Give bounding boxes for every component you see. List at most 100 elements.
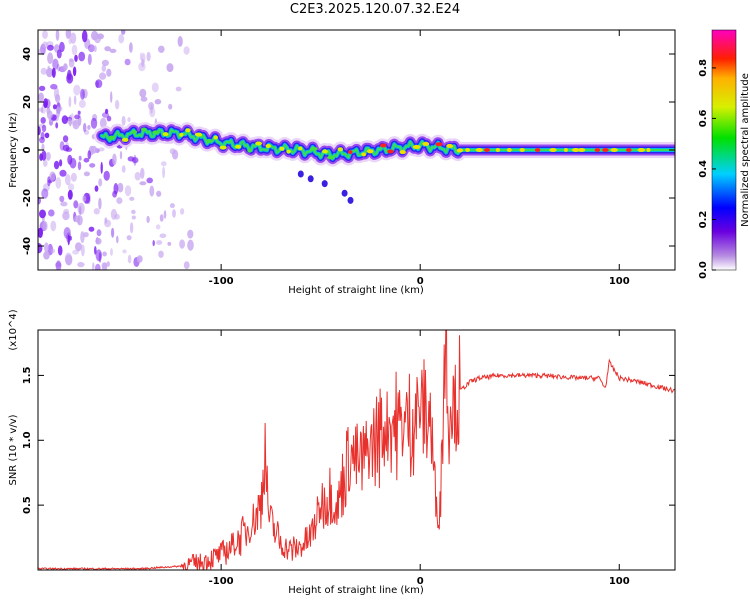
noise-blob (73, 84, 81, 96)
noise-blob (116, 235, 119, 244)
noise-blob (126, 235, 132, 241)
spectrogram-y-label: Frequency (Hz) (8, 112, 19, 188)
noise-blob (179, 239, 186, 249)
noise-blob (93, 45, 97, 52)
noise-blob (104, 219, 112, 228)
spectrogram-plot: -100 0 100 -40 -20 0 20 40 Height of straight l… (8, 29, 676, 296)
noise-blob (59, 195, 65, 203)
noise-blob (98, 178, 103, 187)
noise-blob (169, 148, 176, 155)
noise-blob (77, 261, 85, 268)
snr-frame (37, 329, 676, 571)
noise-blob (67, 234, 70, 246)
noise-blob (112, 153, 117, 166)
spectrogram-ticks: -100 0 100 -40 -20 0 20 40 (22, 30, 675, 287)
ridge-hotspot (348, 150, 353, 155)
noise-blob (50, 83, 58, 90)
noise-blob (50, 220, 57, 232)
noise-blob (110, 208, 117, 220)
ridge-hotspot (219, 145, 227, 150)
noise-blob (63, 63, 68, 71)
noise-blob (103, 170, 110, 181)
noise-blob (55, 122, 59, 129)
y-tick-label: 40 (22, 47, 33, 61)
noise-blob (70, 172, 77, 182)
noise-blob (100, 161, 103, 174)
noise-blob (38, 243, 43, 254)
noise-blob (56, 49, 62, 59)
noise-blob (62, 135, 69, 143)
noise-blob (43, 251, 50, 260)
noise-blob (152, 240, 155, 247)
noise-blob (127, 254, 132, 264)
snr-series (38, 330, 675, 570)
noise-blob (73, 200, 79, 209)
noise-blob (39, 209, 46, 219)
ridge-hotspot (121, 137, 129, 142)
snr-line (38, 330, 675, 570)
y-tick-label: 1.5 (22, 367, 33, 385)
ridge-hotspot (610, 148, 618, 152)
y-tick-label: 20 (22, 95, 33, 109)
noise-blob (139, 52, 143, 61)
noise-blob (42, 41, 48, 49)
noise-blob (99, 117, 107, 129)
noise-blob (88, 44, 95, 53)
noise-blob (39, 153, 43, 161)
ridge-hotspot (519, 148, 525, 152)
ridge-outlier (307, 175, 314, 183)
noise-blob (172, 209, 176, 218)
noise-blob (151, 82, 159, 93)
ridge-outlier (297, 170, 304, 178)
ridge-hotspot (456, 148, 464, 153)
ridge-hotspot (152, 130, 160, 135)
noise-blob (118, 34, 125, 44)
noise-blob (46, 67, 53, 78)
noise-blob (110, 91, 113, 103)
noise-blob (38, 196, 41, 205)
noise-blob (104, 46, 111, 52)
noise-blob (122, 249, 127, 254)
noise-blob (55, 177, 62, 189)
noise-blob (78, 99, 86, 108)
noise-blob (116, 197, 123, 205)
y-tick-label: 0.5 (22, 496, 33, 514)
noise-blob (101, 64, 107, 72)
ridge-hotspot (235, 144, 242, 149)
noise-blob (52, 104, 57, 110)
colorbar-tick-label: 0.4 (698, 160, 709, 178)
noise-blob (65, 147, 73, 153)
noise-blob (168, 103, 173, 110)
ridge-hotspot (571, 148, 580, 152)
ridge-hotspot (626, 148, 632, 152)
colorbar-tick-label: 0.6 (698, 110, 709, 128)
ridge-hotspot (162, 132, 169, 137)
ridge-hotspot (108, 135, 115, 140)
noise-blob (44, 242, 49, 253)
noise-blob (87, 150, 92, 160)
ridge-hotspot (446, 143, 454, 148)
colorbar-tick-label: 0.2 (698, 211, 709, 229)
noise-blob (129, 196, 135, 201)
ridge-hotspot (337, 147, 343, 152)
noise-blob (87, 125, 91, 130)
snr-ticks: -100 0 100 0.5 1.0 1.5 (22, 330, 675, 587)
noise-blob (98, 147, 105, 152)
noise-blob (95, 80, 99, 89)
ridge-outlier (347, 196, 354, 204)
noise-blob (124, 185, 132, 197)
noise-blob (150, 104, 153, 114)
ridge-hotspot (255, 141, 262, 146)
noise-blob (158, 250, 164, 258)
ridge-hotspot (506, 148, 512, 152)
noise-blob (180, 208, 185, 215)
noise-blob (67, 189, 73, 200)
ridge-hotspot (534, 148, 541, 152)
ridge-hotspot (563, 148, 568, 152)
noise-blob (175, 86, 182, 92)
noise-blob (111, 227, 115, 238)
spectrogram-frame (37, 29, 676, 271)
noise-blob (89, 163, 96, 168)
colorbar: 0.0 0.2 0.4 0.6 0.8 Normalized spectral ampl… (698, 29, 750, 279)
noise-blob (101, 262, 108, 269)
